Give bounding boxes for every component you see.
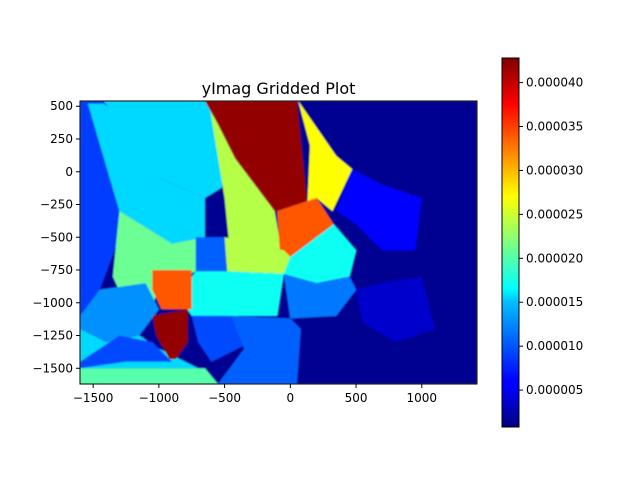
y-tick-label: −1500 (32, 361, 73, 375)
colorbar-tick-label: 0.000005 (526, 383, 583, 397)
heatmap-region-18 (218, 315, 301, 384)
heatmap-region-13 (224, 271, 284, 316)
x-tick-label: −1000 (139, 391, 180, 405)
colorbar-tick-label: 0.000025 (526, 207, 583, 221)
heatmap-region-21 (80, 335, 172, 369)
heatmap-region-14 (283, 273, 357, 319)
plot-frame (79, 100, 478, 385)
heatmap-regions (80, 101, 477, 384)
colorbar-tick-label: 0.000020 (526, 251, 583, 265)
x-tick-label: 0 (287, 391, 295, 405)
heatmap-region-16 (356, 276, 435, 343)
heatmap-region-23 (152, 270, 192, 310)
heatmap-region-9 (264, 224, 357, 284)
heatmap-region-7 (298, 101, 353, 212)
heatmap-region-24 (152, 309, 188, 360)
x-tick-label: −1500 (73, 391, 114, 405)
heatmap-region-3 (103, 101, 225, 198)
colorbar-tick-label: 0.000030 (526, 163, 583, 177)
x-tick-label: −500 (208, 391, 241, 405)
y-tick-label: 0 (65, 165, 73, 179)
heatmap-region-19 (80, 283, 159, 343)
y-tick-label: −1000 (32, 296, 73, 310)
colorbar-tick-label: 0.000040 (526, 76, 583, 90)
colorbar: 0.000005 0.000010 0.000015 0.000020 0.000025… (501, 57, 583, 428)
colorbar-tick-label: 0.000010 (526, 339, 583, 353)
colorbar-ticks: 0.000005 0.000010 0.000015 0.000020 0.000025… (519, 76, 583, 397)
heatmap-region-8 (277, 198, 334, 257)
x-tick-label: 500 (345, 391, 368, 405)
y-tick-label: 500 (50, 99, 73, 113)
y-tick-label: −250 (40, 198, 73, 212)
heatmap-region-15 (336, 169, 422, 251)
heatmap-region-6 (204, 101, 308, 212)
heatmap-region-12 (178, 271, 238, 316)
y-tick-label: −500 (40, 230, 73, 244)
colorbar-gradient (501, 57, 520, 428)
x-axis: −1500 −1000 −500 0 500 1000 (73, 384, 437, 405)
heatmap-region-10 (195, 237, 228, 272)
y-tick-label: 250 (50, 132, 73, 146)
colorbar-tick-label: 0.000035 (526, 120, 583, 134)
y-axis: 500 250 0 −250 −500 −750 −1000 −1250 −1500 (32, 99, 80, 375)
chart-title: yImag Gridded Plot (202, 79, 356, 98)
colorbar-tick-label: 0.000015 (526, 295, 583, 309)
heatmap-region-22 (80, 368, 218, 384)
heatmap-region-2 (87, 103, 205, 244)
x-tick-label: 1000 (407, 391, 438, 405)
heatmap-region-11 (224, 237, 291, 274)
y-tick-label: −1250 (32, 329, 73, 343)
plot-area (80, 101, 477, 384)
y-tick-label: −750 (40, 263, 73, 277)
